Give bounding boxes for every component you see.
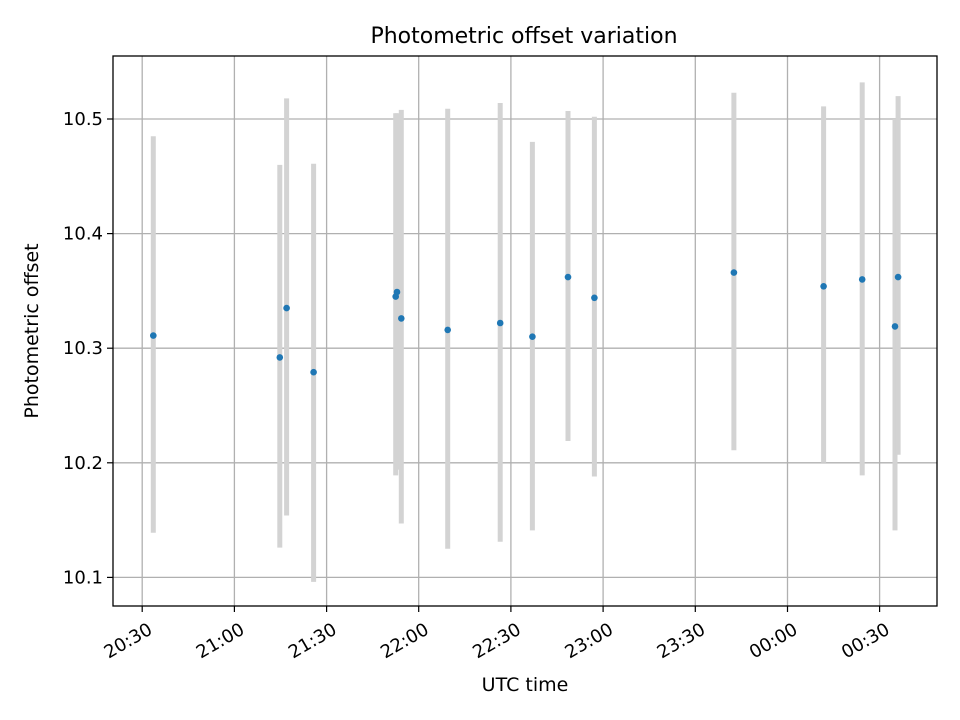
data-point <box>858 276 866 283</box>
data-point <box>894 273 902 281</box>
data-points <box>150 269 902 376</box>
y-axis-ticks: 10.1 10.2 10.3 10.4 10.5 <box>63 109 113 588</box>
data-point <box>564 273 572 281</box>
grid-lines <box>113 56 937 606</box>
data-point <box>820 283 827 290</box>
data-point <box>496 319 504 327</box>
data-point <box>529 333 536 341</box>
data-point <box>730 269 738 276</box>
y-tick-label: 10.1 <box>63 567 103 588</box>
chart-title: Photometric offset variation <box>370 24 677 49</box>
y-tick-label: 10.4 <box>63 224 103 245</box>
y-axis-label: Photometric offset <box>21 243 43 418</box>
y-tick-label: 10.3 <box>63 338 103 359</box>
data-point <box>398 315 405 322</box>
data-point <box>444 326 452 334</box>
data-point <box>891 323 899 330</box>
data-point <box>591 294 598 302</box>
data-point <box>393 288 401 296</box>
data-point <box>150 332 157 339</box>
data-point <box>310 368 317 376</box>
y-tick-label: 10.5 <box>63 109 103 130</box>
x-axis-label: UTC time <box>482 674 569 696</box>
y-tick-label: 10.2 <box>63 453 103 474</box>
data-point <box>283 304 290 312</box>
data-point <box>276 354 284 361</box>
plot-frame <box>112 55 938 607</box>
